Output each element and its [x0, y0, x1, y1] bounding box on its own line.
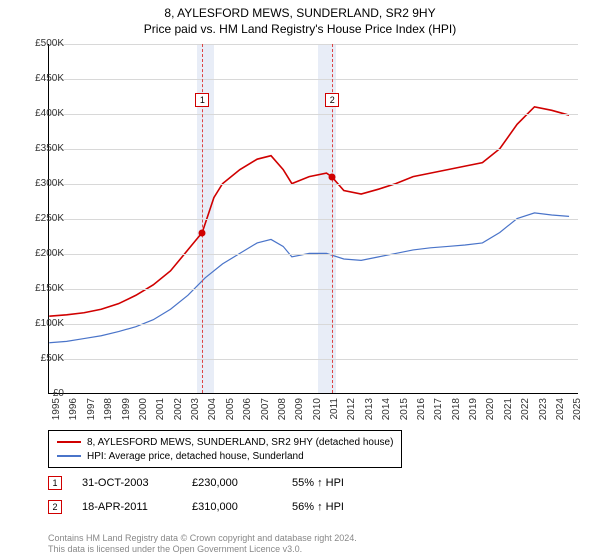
- x-axis-label: 2007: [260, 398, 271, 428]
- y-axis-label: £300K: [14, 178, 64, 189]
- y-axis-label: £100K: [14, 318, 64, 329]
- sale-point-marker: [199, 230, 206, 237]
- chart-subtitle: Price paid vs. HM Land Registry's House …: [0, 20, 600, 36]
- sale-price: £230,000: [192, 477, 272, 489]
- x-axis-label: 2010: [312, 398, 323, 428]
- sale-marker-icon: 1: [195, 93, 209, 107]
- y-axis-label: £150K: [14, 283, 64, 294]
- footer-line: This data is licensed under the Open Gov…: [48, 544, 357, 556]
- x-axis-label: 2014: [381, 398, 392, 428]
- x-axis-label: 1995: [51, 398, 62, 428]
- x-axis-label: 2012: [346, 398, 357, 428]
- x-axis-label: 1997: [86, 398, 97, 428]
- legend-label: HPI: Average price, detached house, Sund…: [87, 451, 304, 462]
- x-axis-label: 2016: [416, 398, 427, 428]
- legend-item: HPI: Average price, detached house, Sund…: [57, 449, 393, 463]
- x-axis-label: 1998: [103, 398, 114, 428]
- x-axis-label: 2013: [364, 398, 375, 428]
- x-axis-label: 2003: [190, 398, 201, 428]
- y-axis-label: £450K: [14, 73, 64, 84]
- x-axis-label: 2004: [207, 398, 218, 428]
- x-axis-label: 2005: [225, 398, 236, 428]
- sale-marker-icon: 1: [48, 476, 62, 490]
- x-axis-label: 2020: [485, 398, 496, 428]
- y-axis-label: £200K: [14, 248, 64, 259]
- sale-row: 1 31-OCT-2003 £230,000 55% ↑ HPI: [48, 476, 344, 490]
- x-axis-label: 2006: [242, 398, 253, 428]
- legend-box: 8, AYLESFORD MEWS, SUNDERLAND, SR2 9HY (…: [48, 430, 402, 468]
- y-axis-label: £500K: [14, 38, 64, 49]
- x-axis-label: 2015: [399, 398, 410, 428]
- y-axis-label: £350K: [14, 143, 64, 154]
- x-axis-label: 2021: [503, 398, 514, 428]
- legend-label: 8, AYLESFORD MEWS, SUNDERLAND, SR2 9HY (…: [87, 437, 393, 448]
- sale-date: 18-APR-2011: [82, 501, 172, 513]
- x-axis-label: 2019: [468, 398, 479, 428]
- chart-title: 8, AYLESFORD MEWS, SUNDERLAND, SR2 9HY: [0, 0, 600, 20]
- sale-row: 2 18-APR-2011 £310,000 56% ↑ HPI: [48, 500, 344, 514]
- x-axis-label: 2017: [433, 398, 444, 428]
- sale-delta: 56% ↑ HPI: [292, 501, 344, 513]
- legend-swatch: [57, 441, 81, 443]
- footer-line: Contains HM Land Registry data © Crown c…: [48, 533, 357, 545]
- x-axis-label: 2022: [520, 398, 531, 428]
- footer-attribution: Contains HM Land Registry data © Crown c…: [48, 533, 357, 556]
- sale-date: 31-OCT-2003: [82, 477, 172, 489]
- y-axis-label: £400K: [14, 108, 64, 119]
- legend-swatch: [57, 455, 81, 457]
- x-axis-label: 2024: [555, 398, 566, 428]
- x-axis-label: 1996: [68, 398, 79, 428]
- x-axis-label: 2009: [294, 398, 305, 428]
- x-axis-label: 1999: [121, 398, 132, 428]
- sale-marker-icon: 2: [48, 500, 62, 514]
- sale-point-marker: [329, 174, 336, 181]
- x-axis-label: 2011: [329, 398, 340, 428]
- x-axis-label: 2023: [538, 398, 549, 428]
- sale-price: £310,000: [192, 501, 272, 513]
- chart-container: 8, AYLESFORD MEWS, SUNDERLAND, SR2 9HY P…: [0, 0, 600, 560]
- x-axis-label: 2018: [451, 398, 462, 428]
- x-axis-label: 2001: [155, 398, 166, 428]
- x-axis-label: 2025: [572, 398, 583, 428]
- x-axis-label: 2002: [173, 398, 184, 428]
- plot-area: 12: [48, 44, 578, 394]
- legend-item: 8, AYLESFORD MEWS, SUNDERLAND, SR2 9HY (…: [57, 435, 393, 449]
- x-axis-label: 2000: [138, 398, 149, 428]
- sale-marker-icon: 2: [325, 93, 339, 107]
- x-axis-label: 2008: [277, 398, 288, 428]
- y-axis-label: £250K: [14, 213, 64, 224]
- y-axis-label: £50K: [14, 353, 64, 364]
- sale-delta: 55% ↑ HPI: [292, 477, 344, 489]
